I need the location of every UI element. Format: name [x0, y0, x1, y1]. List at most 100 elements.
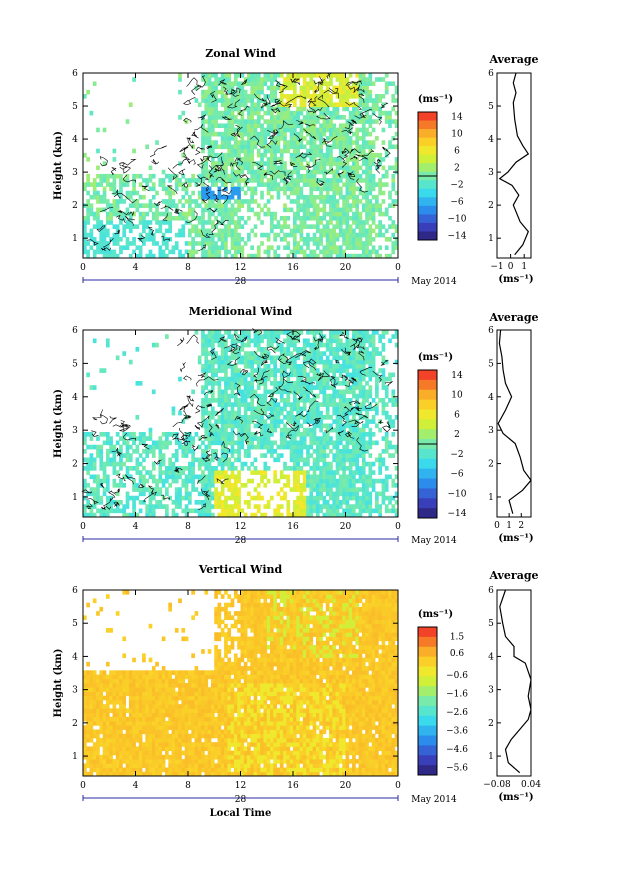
heatmap-cell — [388, 215, 392, 221]
heatmap-cell — [243, 427, 248, 433]
heatmap-cell — [283, 474, 287, 480]
heatmap-cell — [220, 457, 225, 463]
heatmap-cell — [361, 491, 366, 497]
heatmap-cell — [227, 436, 232, 441]
heatmap-cell — [276, 220, 281, 225]
heatmap-cell — [319, 131, 323, 137]
heatmap-cell — [217, 115, 222, 120]
heatmap-cell — [99, 453, 104, 458]
heatmap-cell — [214, 169, 218, 175]
heatmap-cell — [361, 77, 366, 82]
heatmap-cell — [352, 508, 356, 514]
heatmap-cell — [135, 347, 140, 352]
heatmap-cell — [119, 178, 123, 183]
heatmap-cell — [381, 110, 386, 116]
heatmap-cell — [345, 182, 350, 187]
heatmap-cell — [201, 334, 205, 339]
heatmap-cell — [217, 470, 222, 475]
heatmap-cell — [256, 253, 261, 259]
heatmap-cell — [204, 368, 209, 373]
heatmap-cell — [148, 504, 153, 509]
heatmap-cell — [243, 119, 248, 124]
heatmap-cell — [214, 152, 218, 158]
heatmap-cell — [279, 512, 284, 518]
heatmap-cell — [302, 432, 307, 437]
heatmap-cell — [119, 220, 123, 225]
heatmap-cell — [253, 144, 258, 150]
heatmap-cell — [194, 98, 199, 103]
heatmap-cell — [286, 427, 291, 433]
heatmap-cell — [178, 249, 182, 255]
heatmap-cell — [358, 470, 363, 475]
heatmap-cell — [207, 376, 212, 382]
heatmap-cell — [115, 508, 120, 514]
heatmap-cell — [210, 372, 215, 378]
heatmap-cell — [125, 444, 130, 450]
heatmap-cell — [125, 449, 130, 454]
heatmap-cell — [352, 161, 356, 166]
heatmap-cell — [207, 173, 212, 179]
heatmap-cell — [312, 478, 317, 484]
heatmap-cell — [99, 220, 104, 225]
heatmap-cell — [214, 466, 218, 471]
heatmap-cell — [174, 449, 179, 454]
heatmap-cell — [112, 483, 117, 488]
heatmap-cell — [233, 449, 238, 454]
heatmap-cell — [204, 98, 209, 103]
heatmap-cell — [358, 427, 363, 433]
heatmap-cell — [358, 402, 363, 407]
heatmap-cell — [204, 402, 209, 407]
heatmap-cell — [230, 338, 235, 344]
heatmap-cell — [102, 173, 107, 179]
heatmap-cell — [293, 119, 297, 124]
heatmap-cell — [207, 89, 212, 95]
heatmap-cell — [371, 508, 376, 514]
heatmap-cell — [352, 478, 356, 484]
heatmap-cell — [361, 220, 366, 225]
heatmap-cell — [358, 372, 363, 378]
heatmap-cell — [201, 342, 205, 348]
heatmap-cell — [322, 457, 327, 463]
heatmap-cell — [230, 207, 235, 213]
heatmap-cell — [250, 194, 255, 200]
heatmap-cell — [174, 182, 179, 187]
heatmap-cell — [207, 487, 212, 492]
heatmap-cell — [348, 359, 353, 365]
heatmap-cell — [233, 491, 238, 497]
heatmap-cell — [109, 504, 113, 509]
heatmap-cell — [132, 182, 136, 187]
heatmap-cell — [174, 245, 179, 250]
heatmap-cell — [283, 123, 287, 129]
heatmap-cell — [325, 487, 330, 492]
heatmap-cell — [109, 173, 113, 179]
heatmap-cell — [178, 89, 182, 95]
heatmap-cell — [224, 495, 228, 501]
heatmap-cell — [151, 203, 156, 208]
heatmap-cell — [233, 232, 238, 238]
heatmap-cell — [243, 241, 248, 246]
heatmap-cell — [342, 393, 346, 399]
heatmap-cell — [188, 470, 192, 475]
heatmap-cell — [361, 483, 366, 488]
heatmap-cell — [220, 173, 225, 179]
heatmap-cell — [256, 110, 261, 116]
heatmap-cell — [197, 232, 202, 238]
heatmap-cell — [125, 504, 130, 509]
heatmap-cell — [253, 169, 258, 175]
heatmap-cell — [352, 182, 356, 187]
heatmap-cell — [329, 415, 333, 420]
y-tick-label: 4 — [72, 135, 78, 145]
heatmap-cell — [210, 224, 215, 229]
heatmap-cell — [332, 334, 337, 339]
heatmap-cell — [240, 186, 245, 192]
heatmap-cell — [191, 470, 195, 475]
heatmap-cell — [338, 453, 343, 458]
heatmap-cell — [279, 470, 284, 475]
heatmap-cell — [299, 436, 304, 441]
heatmap-cell — [306, 427, 310, 433]
heatmap-cell — [168, 466, 172, 471]
heatmap-cell — [306, 207, 310, 213]
heatmap-cell — [365, 381, 369, 386]
heatmap-cell — [315, 241, 320, 246]
heatmap-cell — [115, 207, 120, 213]
